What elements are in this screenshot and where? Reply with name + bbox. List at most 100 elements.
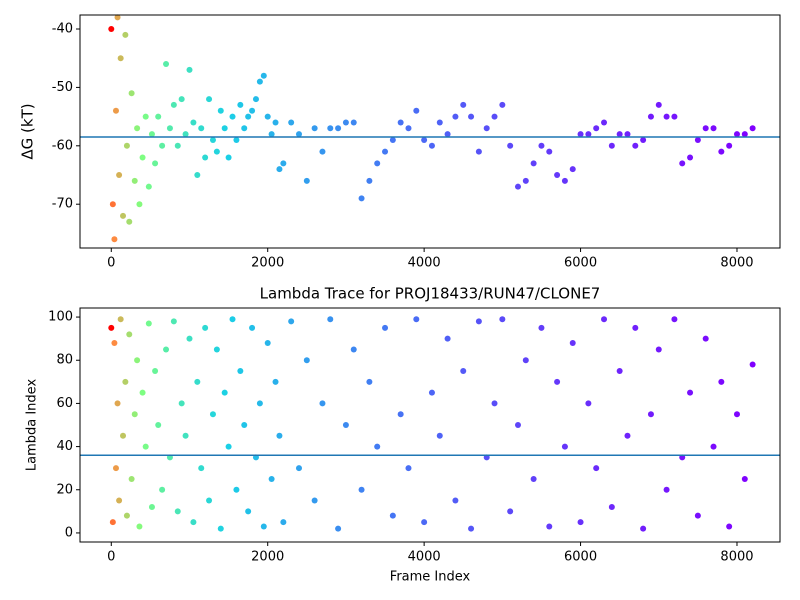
point: [311, 497, 318, 504]
point: [601, 119, 608, 126]
point: [733, 131, 740, 138]
point: [209, 136, 216, 143]
point: [507, 142, 514, 149]
y-tick-label: 0: [65, 525, 73, 540]
point: [335, 525, 342, 532]
point: [616, 131, 623, 138]
point: [126, 218, 133, 225]
y-axis-label: Lambda Index: [25, 379, 40, 472]
point: [374, 160, 381, 167]
point: [335, 125, 342, 132]
point: [358, 486, 365, 493]
point: [229, 316, 236, 323]
point: [209, 411, 216, 418]
point: [475, 148, 482, 155]
point: [655, 101, 662, 108]
x-tick-label: 2000: [251, 550, 284, 565]
point: [148, 131, 155, 138]
point: [710, 443, 717, 450]
point: [444, 335, 451, 342]
point: [111, 339, 118, 346]
y-tick-label: 100: [48, 310, 73, 325]
point: [221, 125, 228, 132]
point: [405, 125, 412, 132]
point: [554, 378, 561, 385]
point: [483, 125, 490, 132]
point: [272, 119, 279, 126]
point: [413, 316, 420, 323]
point: [170, 101, 177, 108]
point: [468, 113, 475, 120]
point: [436, 119, 443, 126]
point: [413, 107, 420, 114]
point: [213, 346, 220, 353]
y-axis-label: ΔG (kT): [19, 103, 37, 159]
point: [601, 316, 608, 323]
point: [109, 201, 116, 208]
point: [624, 432, 631, 439]
point: [139, 154, 146, 161]
point: [159, 486, 166, 493]
point: [288, 318, 295, 325]
point: [655, 346, 662, 353]
point: [514, 183, 521, 190]
point: [421, 136, 428, 143]
point: [687, 154, 694, 161]
point: [444, 131, 451, 138]
x-tick-label: 6000: [564, 256, 597, 271]
point: [122, 378, 129, 385]
point: [632, 324, 639, 331]
point: [152, 160, 159, 167]
point: [190, 519, 197, 526]
point: [342, 422, 349, 428]
point: [268, 475, 275, 482]
point: [741, 475, 748, 482]
point: [702, 335, 709, 342]
point: [499, 316, 506, 323]
point: [679, 160, 686, 167]
point: [452, 113, 459, 120]
point: [260, 72, 267, 79]
point: [241, 125, 248, 132]
point: [538, 324, 545, 331]
point: [726, 142, 733, 149]
y-tick-label: -40: [52, 22, 73, 37]
y-tick-label: 40: [56, 439, 73, 454]
point: [608, 504, 615, 511]
point: [120, 212, 127, 219]
point: [116, 497, 123, 504]
point: [546, 148, 553, 155]
point: [295, 465, 302, 472]
point: [491, 400, 498, 407]
point: [108, 26, 115, 33]
point: [108, 324, 115, 331]
axes-frame: [79, 14, 781, 249]
point: [260, 523, 267, 530]
point: [452, 497, 459, 504]
point: [663, 486, 670, 493]
point: [554, 172, 561, 179]
point: [272, 378, 279, 385]
axes-frame: [79, 307, 781, 543]
point: [174, 142, 181, 149]
point: [491, 113, 498, 120]
point: [522, 177, 529, 184]
point: [114, 400, 121, 407]
point: [671, 316, 678, 323]
point: [276, 432, 283, 439]
point: [155, 422, 162, 428]
point: [694, 512, 701, 519]
point: [109, 519, 116, 526]
point: [182, 131, 189, 138]
point: [264, 339, 271, 346]
point: [569, 339, 576, 346]
point: [632, 142, 639, 149]
point: [295, 131, 302, 138]
point: [749, 125, 756, 132]
point: [148, 504, 155, 511]
point: [123, 512, 130, 519]
point: [190, 119, 197, 126]
point: [561, 177, 568, 184]
point: [718, 378, 725, 385]
